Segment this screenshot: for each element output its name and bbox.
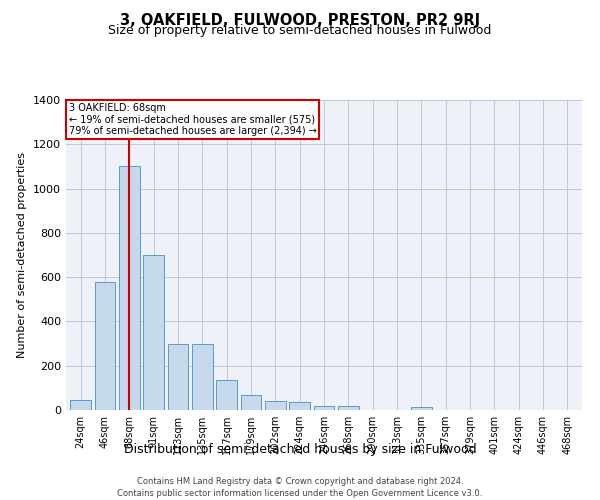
Bar — [95, 282, 115, 410]
Bar — [265, 401, 286, 410]
Text: Contains HM Land Registry data © Crown copyright and database right 2024.: Contains HM Land Registry data © Crown c… — [137, 478, 463, 486]
Bar — [338, 406, 359, 410]
Bar — [241, 394, 262, 410]
Bar — [167, 344, 188, 410]
Bar — [119, 166, 140, 410]
Bar — [143, 255, 164, 410]
Y-axis label: Number of semi-detached properties: Number of semi-detached properties — [17, 152, 28, 358]
Text: Size of property relative to semi-detached houses in Fulwood: Size of property relative to semi-detach… — [109, 24, 491, 37]
Text: 3, OAKFIELD, FULWOOD, PRESTON, PR2 9RJ: 3, OAKFIELD, FULWOOD, PRESTON, PR2 9RJ — [120, 12, 480, 28]
Bar — [192, 344, 212, 410]
Bar — [216, 380, 237, 410]
Bar — [411, 406, 432, 410]
Bar — [314, 406, 334, 410]
Text: Contains public sector information licensed under the Open Government Licence v3: Contains public sector information licen… — [118, 489, 482, 498]
Bar — [289, 402, 310, 410]
Bar — [70, 400, 91, 410]
Text: 3 OAKFIELD: 68sqm
← 19% of semi-detached houses are smaller (575)
79% of semi-de: 3 OAKFIELD: 68sqm ← 19% of semi-detached… — [68, 103, 316, 136]
Text: Distribution of semi-detached houses by size in Fulwood: Distribution of semi-detached houses by … — [124, 442, 476, 456]
